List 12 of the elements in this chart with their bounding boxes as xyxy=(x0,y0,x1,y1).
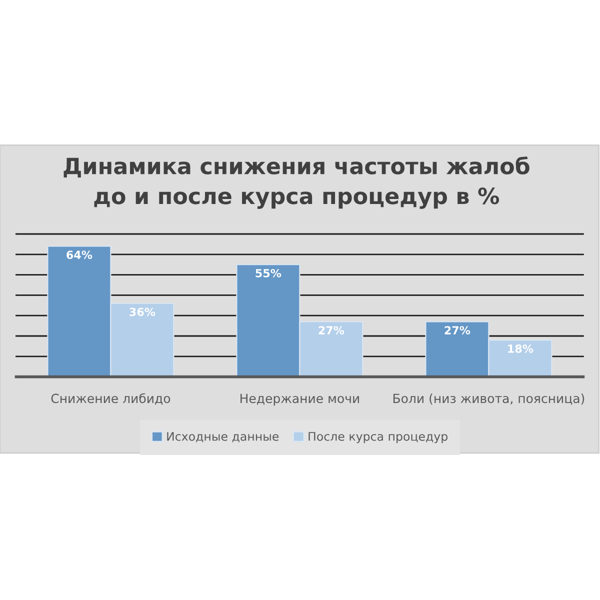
x-tick-label: Боли (низ живота, поясница) xyxy=(393,393,584,405)
x-tick-label: Снижение либидо xyxy=(51,393,170,405)
x-tick-label: Недержание мочи xyxy=(240,394,359,406)
data-label: 55% xyxy=(256,268,282,278)
legend-label: После курса процедур xyxy=(308,432,448,444)
data-label: 64% xyxy=(66,250,92,260)
chart-title: Динамика снижения частоты жалоб до и после курса процедур в % xyxy=(64,156,530,209)
data-label: 27% xyxy=(318,326,344,334)
data-label: 27% xyxy=(444,326,470,334)
data-label: 36% xyxy=(130,308,156,316)
data-label: 18% xyxy=(508,344,534,353)
legend-label: Исходные данные xyxy=(167,432,279,442)
